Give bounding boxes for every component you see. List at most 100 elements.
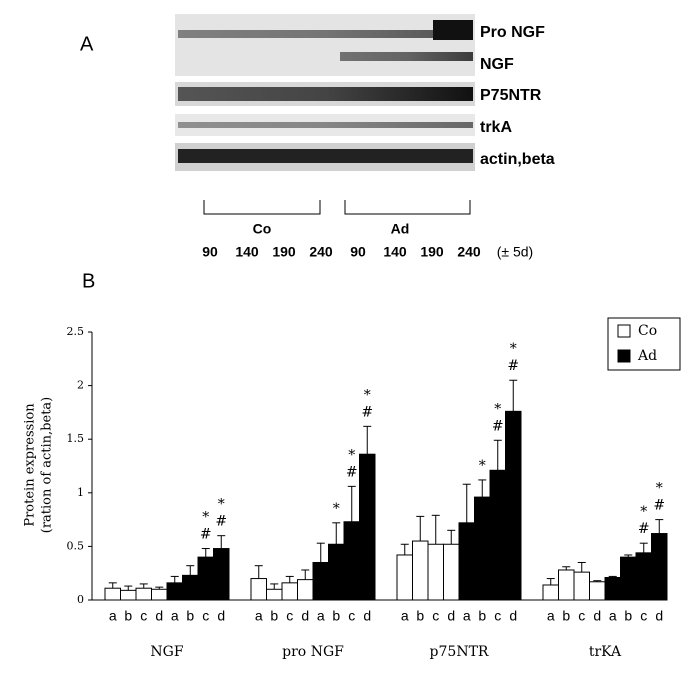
panel-label: B xyxy=(82,270,95,292)
significance-mark: * xyxy=(510,341,517,357)
age-label: 190 xyxy=(420,244,444,260)
bar xyxy=(328,543,345,601)
x-subcategory-label: c xyxy=(202,608,209,624)
y-tick-label: 1 xyxy=(77,486,84,499)
bar xyxy=(573,571,590,601)
bar xyxy=(396,554,413,601)
band-label: trkA xyxy=(480,119,512,136)
y-tick-label: 2.5 xyxy=(67,325,85,338)
significance-mark: # xyxy=(200,527,212,543)
x-subcategory-label: d xyxy=(655,608,663,624)
x-subcategory-label: d xyxy=(593,608,601,624)
group-label: Co xyxy=(253,221,272,237)
band-label: P75NTR xyxy=(480,87,542,104)
x-subcategory-label: d xyxy=(301,608,309,624)
bar xyxy=(297,579,314,601)
bar xyxy=(604,576,621,601)
y-tick-label: 2 xyxy=(77,379,84,392)
ages: 90 140 190 240 90 140 190 240 xyxy=(202,244,481,260)
significance-mark: * xyxy=(364,387,371,403)
x-subcategory-label: c xyxy=(494,608,501,624)
x-subcategory-label: d xyxy=(217,608,225,624)
bar xyxy=(542,584,559,601)
bar xyxy=(197,556,214,601)
significance-mark: * xyxy=(202,510,209,526)
x-tick-label: p75NTR xyxy=(430,644,489,660)
y-tick-label: 0.5 xyxy=(67,539,85,552)
age-label: 140 xyxy=(383,244,407,260)
significance-mark: * xyxy=(479,458,486,474)
bar xyxy=(104,587,121,601)
bar xyxy=(589,581,606,601)
y-axis-label: Protein expression xyxy=(23,403,38,527)
bar xyxy=(182,574,199,601)
bar xyxy=(151,588,168,601)
x-subcategory-label: a xyxy=(401,608,409,624)
bar xyxy=(458,522,475,601)
y-tick-label: 1.5 xyxy=(67,432,85,445)
x-subcategory-label: a xyxy=(547,608,555,624)
age-label: 90 xyxy=(202,244,218,260)
band-label: Pro NGF xyxy=(480,24,545,41)
x-subcategory-label: b xyxy=(478,608,486,624)
x-subcategory-label: a xyxy=(109,608,117,624)
x-subcategory-label: b xyxy=(332,608,340,624)
bar xyxy=(359,453,376,601)
age-label: 190 xyxy=(272,244,296,260)
age-label: 240 xyxy=(309,244,333,260)
bar xyxy=(250,578,267,601)
significance-mark: * xyxy=(494,401,501,417)
chart: B Protein expression (ration of actin,beta… xyxy=(23,270,681,660)
panel-label: A xyxy=(80,33,94,55)
x-subcategory-label: c xyxy=(348,608,355,624)
x-subcategory-label: c xyxy=(140,608,147,624)
bar xyxy=(312,561,329,601)
significance-mark: # xyxy=(215,514,227,530)
legend-label: Ad xyxy=(637,348,657,364)
x-tick-label: pro NGF xyxy=(282,644,344,660)
bar xyxy=(651,533,668,601)
band-label: NGF xyxy=(480,56,514,73)
significance-mark: * xyxy=(640,504,647,520)
bar xyxy=(635,552,652,601)
age-label: 140 xyxy=(235,244,259,260)
x-subcategory-label: a xyxy=(255,608,263,624)
x-subcategory-label: b xyxy=(624,608,632,624)
significance-mark: # xyxy=(361,404,373,420)
bar xyxy=(443,543,460,601)
bar xyxy=(505,410,522,601)
significance-mark: # xyxy=(507,358,519,374)
significance-mark: * xyxy=(348,447,355,463)
bar xyxy=(427,543,444,601)
significance-mark: # xyxy=(653,498,665,514)
age-note: (± 5d) xyxy=(497,244,533,260)
x-subcategory-label: b xyxy=(186,608,194,624)
bar xyxy=(166,582,183,601)
blot xyxy=(175,14,475,171)
bar xyxy=(281,582,298,601)
y-tick-label: 0 xyxy=(77,593,84,606)
x-subcategory-label: a xyxy=(609,608,617,624)
significance-mark: # xyxy=(346,464,358,480)
bar xyxy=(213,548,230,601)
x-subcategory-label: d xyxy=(155,608,163,624)
x-subcategory-label: c xyxy=(432,608,439,624)
bar xyxy=(135,587,152,601)
x-subcategory-label: d xyxy=(509,608,517,624)
legend-label: Co xyxy=(638,323,657,339)
significance-mark: * xyxy=(656,481,663,497)
legend-swatch xyxy=(617,324,631,338)
y-axis-label: (ration of actin,beta) xyxy=(40,397,55,534)
x-subcategory-label: b xyxy=(416,608,424,624)
bar xyxy=(343,521,360,601)
bar xyxy=(620,556,637,601)
age-label: 90 xyxy=(350,244,366,260)
bar xyxy=(120,589,137,601)
x-subcategory-label: c xyxy=(578,608,585,624)
age-label: 240 xyxy=(457,244,481,260)
x-subcategory-label: d xyxy=(363,608,371,624)
brackets xyxy=(203,200,471,215)
bar xyxy=(412,540,429,601)
